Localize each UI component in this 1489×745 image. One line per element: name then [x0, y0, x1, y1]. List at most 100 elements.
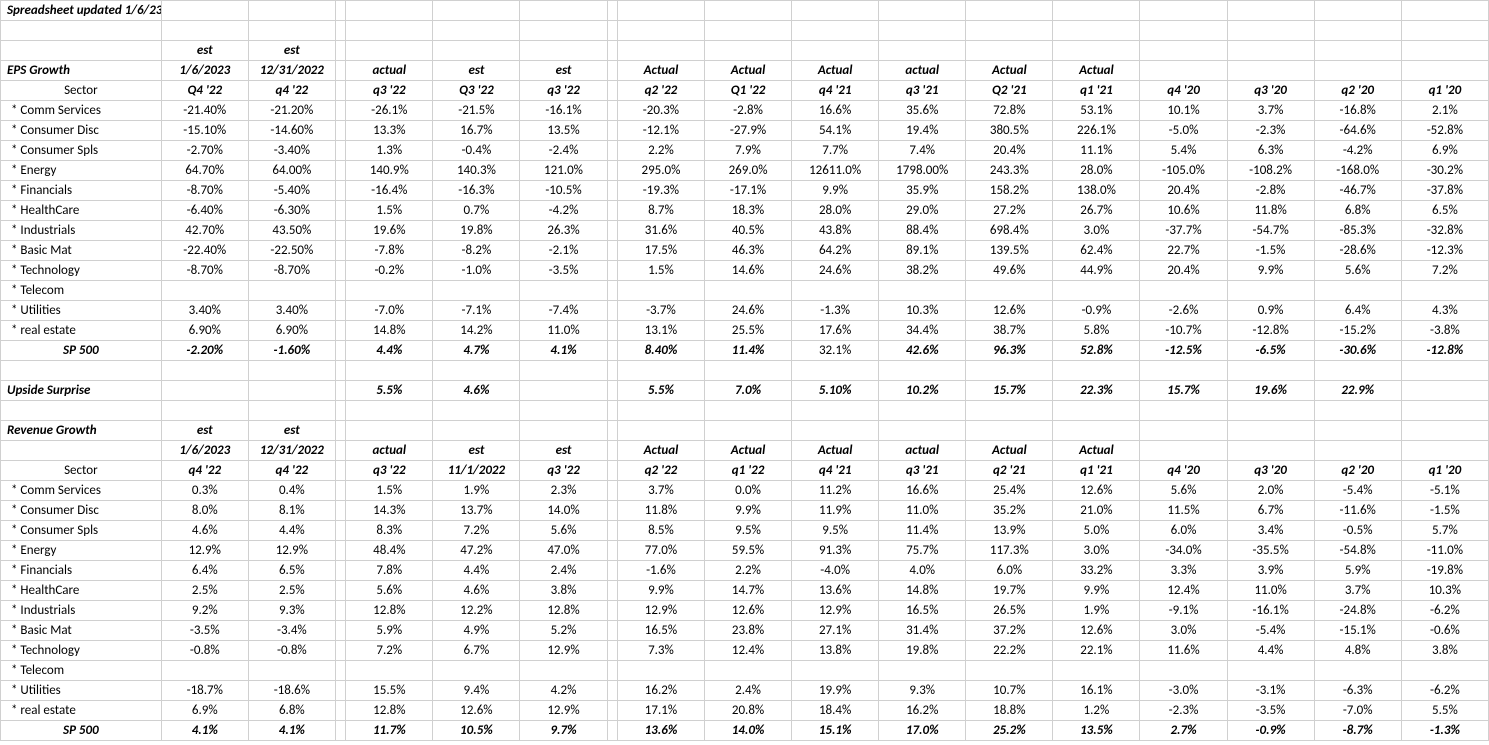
cell: 9.2% [161, 601, 248, 621]
cell: -4.0% [792, 561, 879, 581]
cell: -3.5% [161, 621, 248, 641]
header-cell [1314, 61, 1401, 81]
cell: 53.1% [1053, 101, 1140, 121]
cell: -35.5% [1227, 541, 1314, 561]
cell [335, 261, 345, 281]
row-label: * Financials [1, 181, 162, 201]
cell: 35.9% [879, 181, 966, 201]
row-label: * Telecom [1, 281, 162, 301]
cell: 2.0% [1227, 481, 1314, 501]
cell: -21.20% [248, 101, 335, 121]
cell [966, 661, 1053, 681]
upside-cell: 15.7% [1140, 381, 1227, 401]
cell: 12.6% [1053, 621, 1140, 641]
cell: -21.5% [433, 101, 520, 121]
cell: -21.40% [161, 101, 248, 121]
eps-growth-heading: EPS Growth [1, 61, 162, 81]
cell: -9.1% [1140, 601, 1227, 621]
period-header: q1 '20 [1401, 81, 1488, 101]
cell: 28.0% [792, 201, 879, 221]
cell: 10.3% [879, 301, 966, 321]
sp500-cell: 42.6% [879, 341, 966, 361]
cell: 13.1% [617, 321, 704, 341]
cell: 19.9% [792, 681, 879, 701]
cell: -3.7% [617, 301, 704, 321]
cell: 6.8% [248, 701, 335, 721]
cell: 5.9% [346, 621, 433, 641]
cell: 22.2% [966, 641, 1053, 661]
cell: 24.6% [705, 301, 792, 321]
sp500-cell [335, 721, 345, 741]
cell: -19.8% [1401, 561, 1488, 581]
cell: 8.0% [161, 501, 248, 521]
cell: 3.0% [1140, 621, 1227, 641]
cell: 72.8% [966, 101, 1053, 121]
cell: -8.70% [248, 261, 335, 281]
cell [1053, 661, 1140, 681]
period-header: q2 '22 [617, 461, 704, 481]
sp500-cell: 4.1% [520, 341, 607, 361]
period-header: q1 '22 [705, 461, 792, 481]
cell: 243.3% [966, 161, 1053, 181]
cell [335, 541, 345, 561]
cell [335, 481, 345, 501]
row-label [1, 41, 162, 61]
cell [161, 661, 248, 681]
cell: 7.8% [346, 561, 433, 581]
cell: 9.9% [617, 581, 704, 601]
cell: 6.5% [1401, 201, 1488, 221]
cell: -3.0% [1140, 681, 1227, 701]
cell: 11.4% [879, 521, 966, 541]
cell [607, 221, 617, 241]
cell: 12611.0% [792, 161, 879, 181]
cell: -0.2% [346, 261, 433, 281]
cell [1053, 281, 1140, 301]
cell: 295.0% [617, 161, 704, 181]
cell [248, 281, 335, 301]
sp500-cell: -12.8% [1401, 341, 1488, 361]
cell: -22.40% [161, 241, 248, 261]
cell: -34.0% [1140, 541, 1227, 561]
sp500-label: SP 500 [1, 341, 162, 361]
cell: -8.70% [161, 181, 248, 201]
cell: 28.0% [1053, 161, 1140, 181]
cell: -108.2% [1227, 161, 1314, 181]
cell: 17.6% [792, 321, 879, 341]
header-cell [1401, 61, 1488, 81]
cell: -3.5% [520, 261, 607, 281]
cell: 3.8% [1401, 641, 1488, 661]
cell: 26.5% [966, 601, 1053, 621]
cell [1314, 41, 1401, 61]
cell: 6.0% [966, 561, 1053, 581]
upside-cell [335, 381, 345, 401]
sp500-cell: -8.7% [1314, 721, 1401, 741]
cell [248, 661, 335, 681]
cell: -3.5% [1227, 701, 1314, 721]
cell: 8.5% [617, 521, 704, 541]
cell: -7.4% [520, 301, 607, 321]
cell: -16.3% [433, 181, 520, 201]
cell: 9.9% [705, 501, 792, 521]
row-label: * HealthCare [1, 581, 162, 601]
cell [433, 41, 520, 61]
cell: 34.4% [879, 321, 966, 341]
cell: -8.2% [433, 241, 520, 261]
cell: 38.7% [966, 321, 1053, 341]
cell [607, 161, 617, 181]
cell: est [248, 421, 335, 441]
cell: 17.1% [617, 701, 704, 721]
row-label: * Industrials [1, 601, 162, 621]
cell: 64.70% [161, 161, 248, 181]
cell: 12.2% [433, 601, 520, 621]
header-cell: Actual [1053, 61, 1140, 81]
period-header [607, 461, 617, 481]
cell: 8.1% [248, 501, 335, 521]
cell: 43.50% [248, 221, 335, 241]
header-cell [1227, 441, 1314, 461]
cell: 140.3% [433, 161, 520, 181]
period-header: q4 '20 [1140, 461, 1227, 481]
spreadsheet-table: Spreadsheet updated 1/6/23estestEPS Grow… [0, 0, 1489, 741]
cell: 9.3% [248, 601, 335, 621]
cell: -1.5% [1401, 501, 1488, 521]
cell [966, 281, 1053, 301]
